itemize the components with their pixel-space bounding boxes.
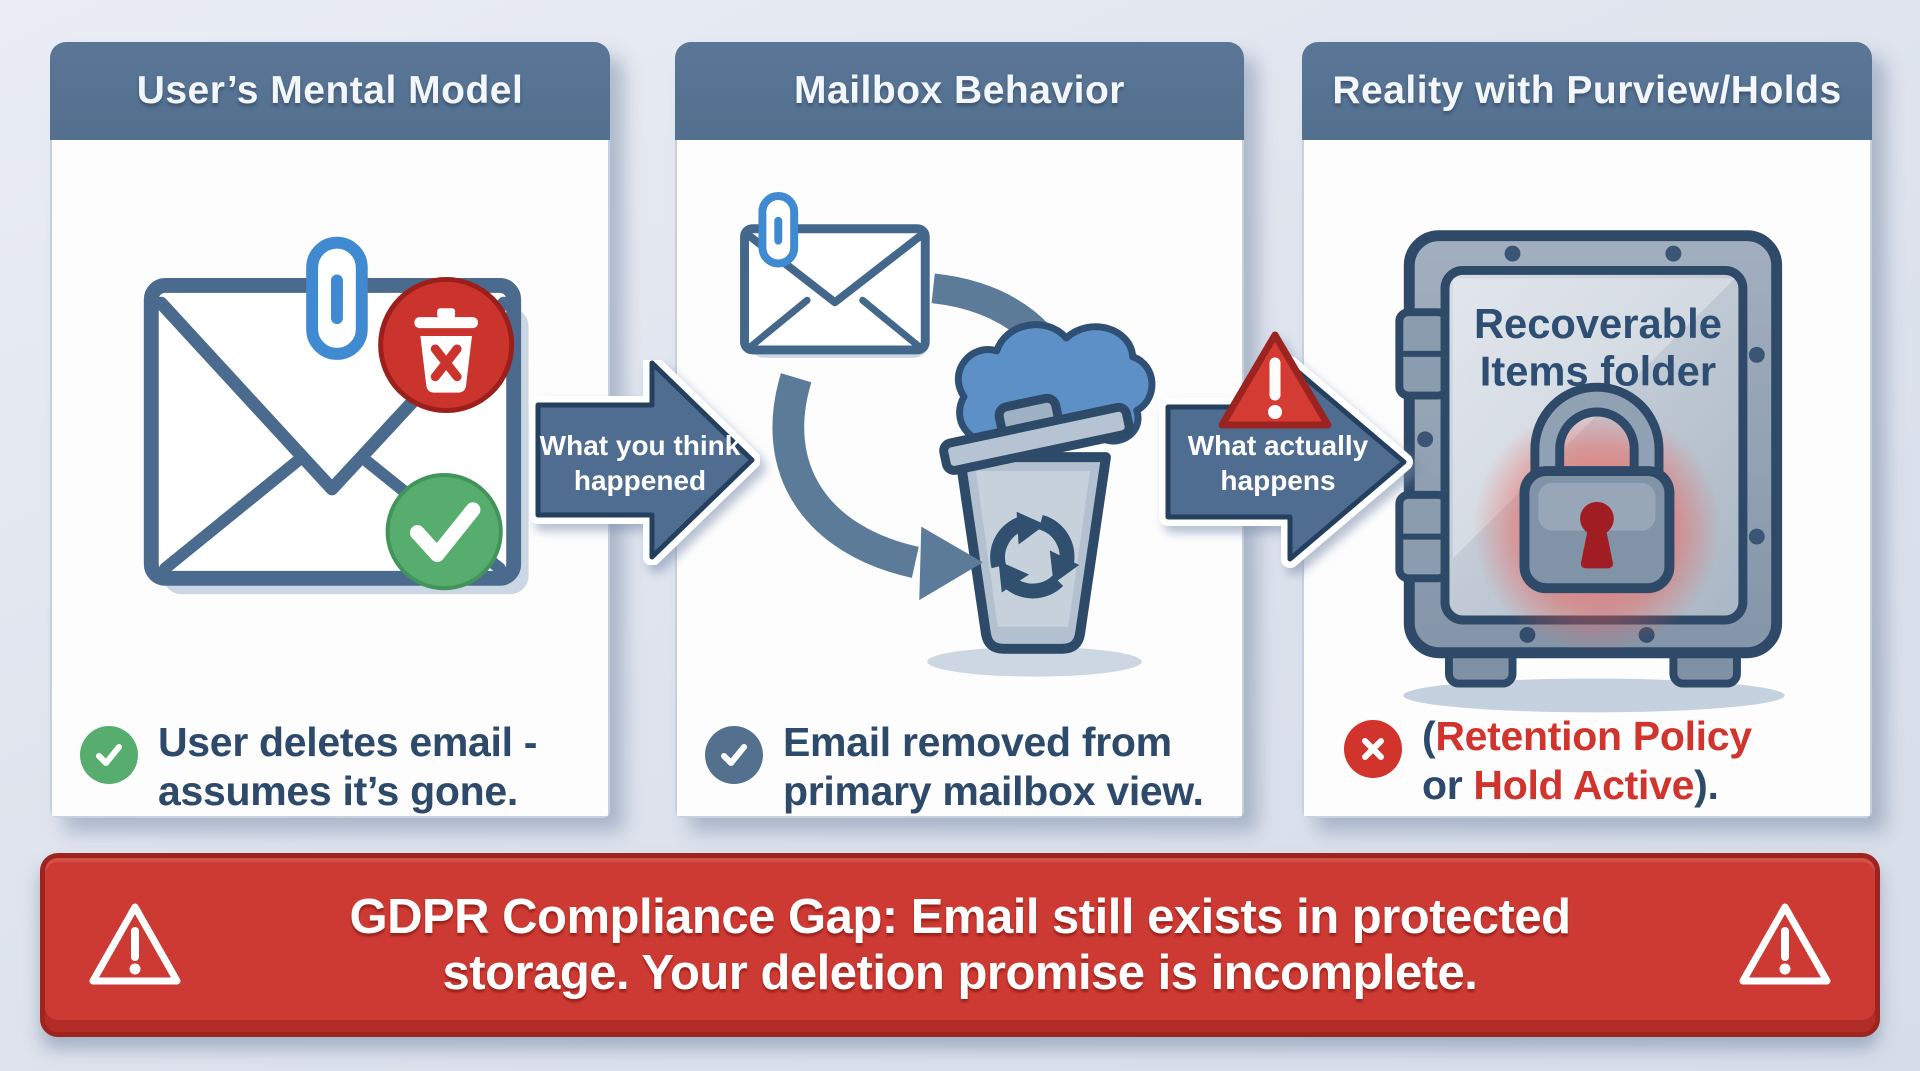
caption-text: User deletes email - assumes it’s gone. [158,718,537,816]
caption-line: (Retention Policy [1422,712,1752,761]
panel-reality-purview-holds: Reality with Purview/Holds [1302,42,1872,818]
arrow-label-line: happened [574,465,706,496]
panel-mailbox-behavior: Mailbox Behavior [675,42,1244,818]
safe-illustration: Recoverable Items folder [1395,230,1785,713]
caption-fragment: ). [1694,762,1719,808]
caption-row: (Retention Policy or Hold Active). [1344,712,1752,810]
panel-body: Email removed from primary mailbox view. [675,140,1244,818]
recycle-bin-icon [939,393,1134,654]
padlock-icon [1472,382,1722,653]
caption-line: or Hold Active). [1422,761,1752,810]
caption-text: Email removed from primary mailbox view. [783,718,1204,816]
warning-triangle-icon [89,903,181,985]
warning-triangle-icon [1739,903,1831,985]
warning-triangle-icon [1218,331,1332,429]
panel-users-mental-model: User’s Mental Model [50,42,610,818]
panel-body: User deletes email - assumes it’s gone. [50,140,610,818]
check-circle-icon [80,726,138,784]
paperclip-icon [758,192,799,268]
curved-arrow-icon [772,373,983,601]
panel-header: Mailbox Behavior [675,42,1244,140]
panel-title: User’s Mental Model [136,69,524,112]
arrow-label-line: What actually [1188,430,1369,461]
banner-text: GDPR Compliance Gap: Email still exists … [183,889,1737,1001]
caption-fragment: Hold Active [1473,762,1695,808]
gdpr-warning-banner: GDPR Compliance Gap: Email still exists … [40,853,1880,1037]
panel-header: Reality with Purview/Holds [1302,42,1872,140]
mental-model-illustration [143,236,529,595]
caption-fragment: or [1422,762,1463,808]
panel-title: Mailbox Behavior [794,69,1125,112]
caption-fragment: Retention Policy [1435,713,1752,759]
caption-text: (Retention Policy or Hold Active). [1422,712,1752,810]
arrow-label-line: What you think [540,430,741,461]
caption-line: assumes it’s gone. [158,768,518,814]
arrow-what-you-think: What you think happened [530,360,760,565]
caption-fragment: ( [1422,713,1436,759]
approve-check-badge-icon [385,473,503,591]
mailbox-behavior-illustration [740,192,1156,677]
delete-trash-badge-icon [378,276,515,413]
trash-shadow [927,646,1142,677]
caption-row: Email removed from primary mailbox view. [705,718,1204,816]
cross-circle-icon [1344,720,1402,778]
arrow-what-actually-happens: What actually happens [1159,331,1413,568]
caption-line: primary mailbox view. [783,768,1204,814]
caption-row: User deletes email - assumes it’s gone. [80,718,537,816]
caption-line: User deletes email - [158,719,538,765]
arrow-right-icon [535,360,755,560]
caption-line: Email removed from [783,719,1172,765]
panel-title: Reality with Purview/Holds [1332,69,1842,112]
paperclip-icon [306,236,368,360]
check-circle-icon [705,726,763,784]
arrow-label-line: happens [1220,465,1335,496]
panel-header: User’s Mental Model [50,42,610,140]
banner-line: GDPR Compliance Gap: Email still exists … [349,890,1571,944]
banner-line: storage. Your deletion promise is incomp… [442,946,1478,1000]
safe-label-line: Recoverable [1474,300,1722,347]
